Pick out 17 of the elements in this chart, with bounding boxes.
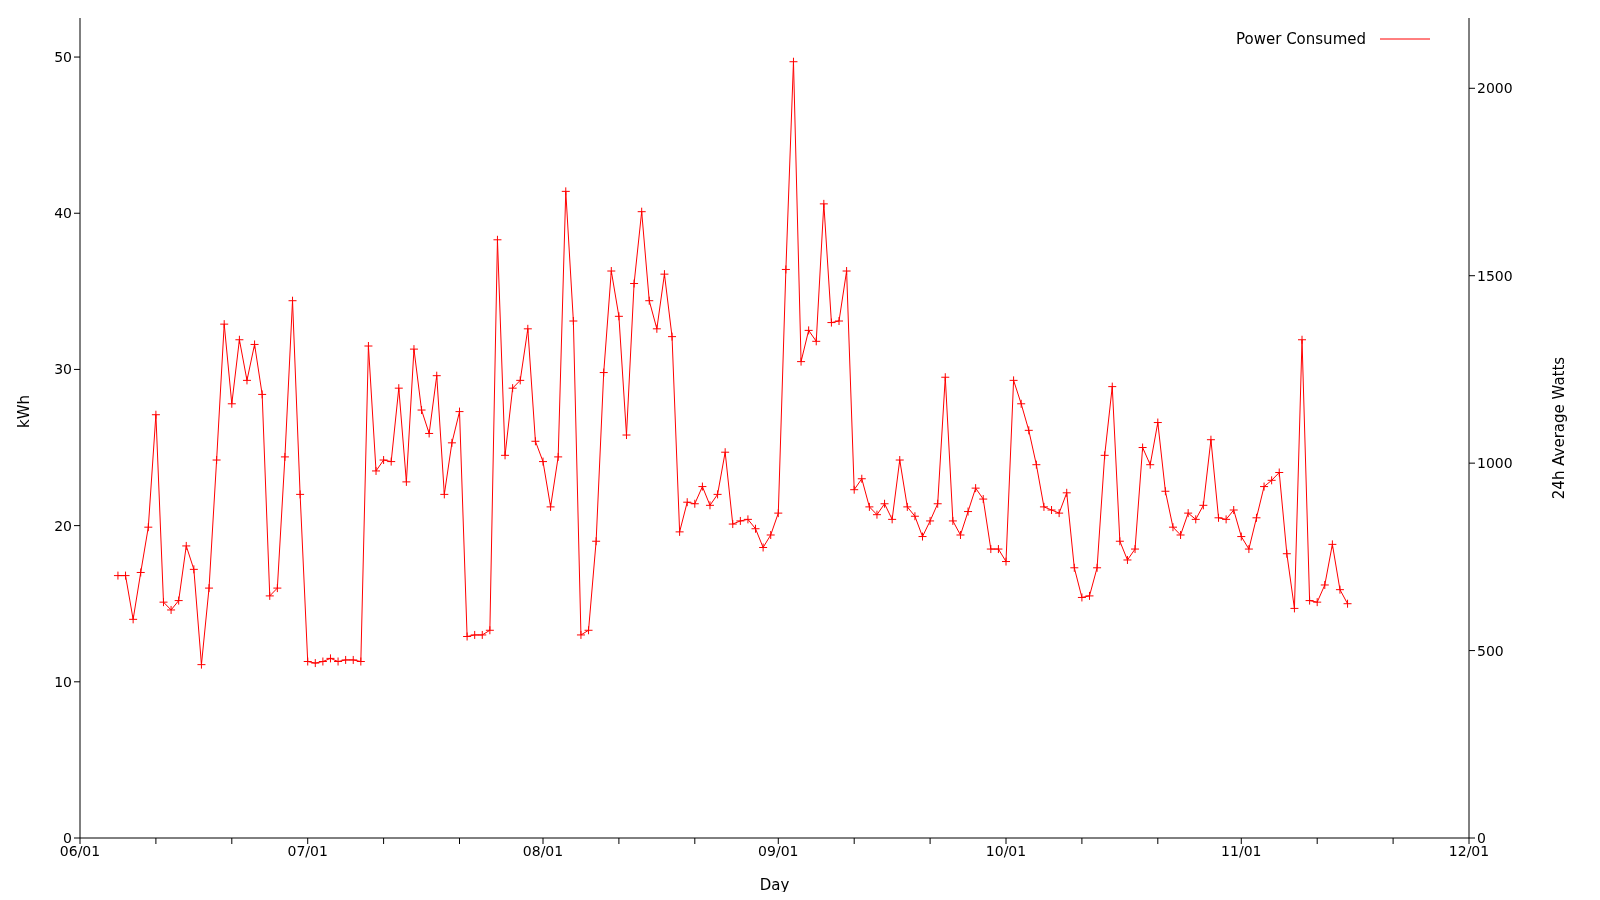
legend-label: Power Consumed: [1236, 30, 1366, 48]
y-tick-label: 50: [54, 49, 72, 66]
y2-tick-label: 2000: [1477, 80, 1513, 97]
y-axis-title: kWh: [15, 394, 34, 428]
y-tick-label: 40: [54, 205, 72, 222]
y2-tick-label: 500: [1477, 642, 1504, 659]
y2-tick-label: 1000: [1477, 455, 1513, 472]
x-tick-label: 11/01: [1221, 842, 1262, 859]
y-tick-label: 20: [54, 517, 72, 534]
y2-axis-title: 24h Average Watts: [1550, 356, 1569, 500]
x-tick-label: 10/01: [985, 842, 1027, 859]
y-tick-label: 10: [54, 673, 72, 690]
x-tick-label: 07/01: [287, 842, 328, 859]
y2-tick-label: 1500: [1477, 267, 1513, 284]
x-tick-label: 08/01: [522, 842, 564, 859]
x-tick-label: 09/01: [758, 842, 799, 859]
y-tick-label: 30: [54, 361, 72, 378]
